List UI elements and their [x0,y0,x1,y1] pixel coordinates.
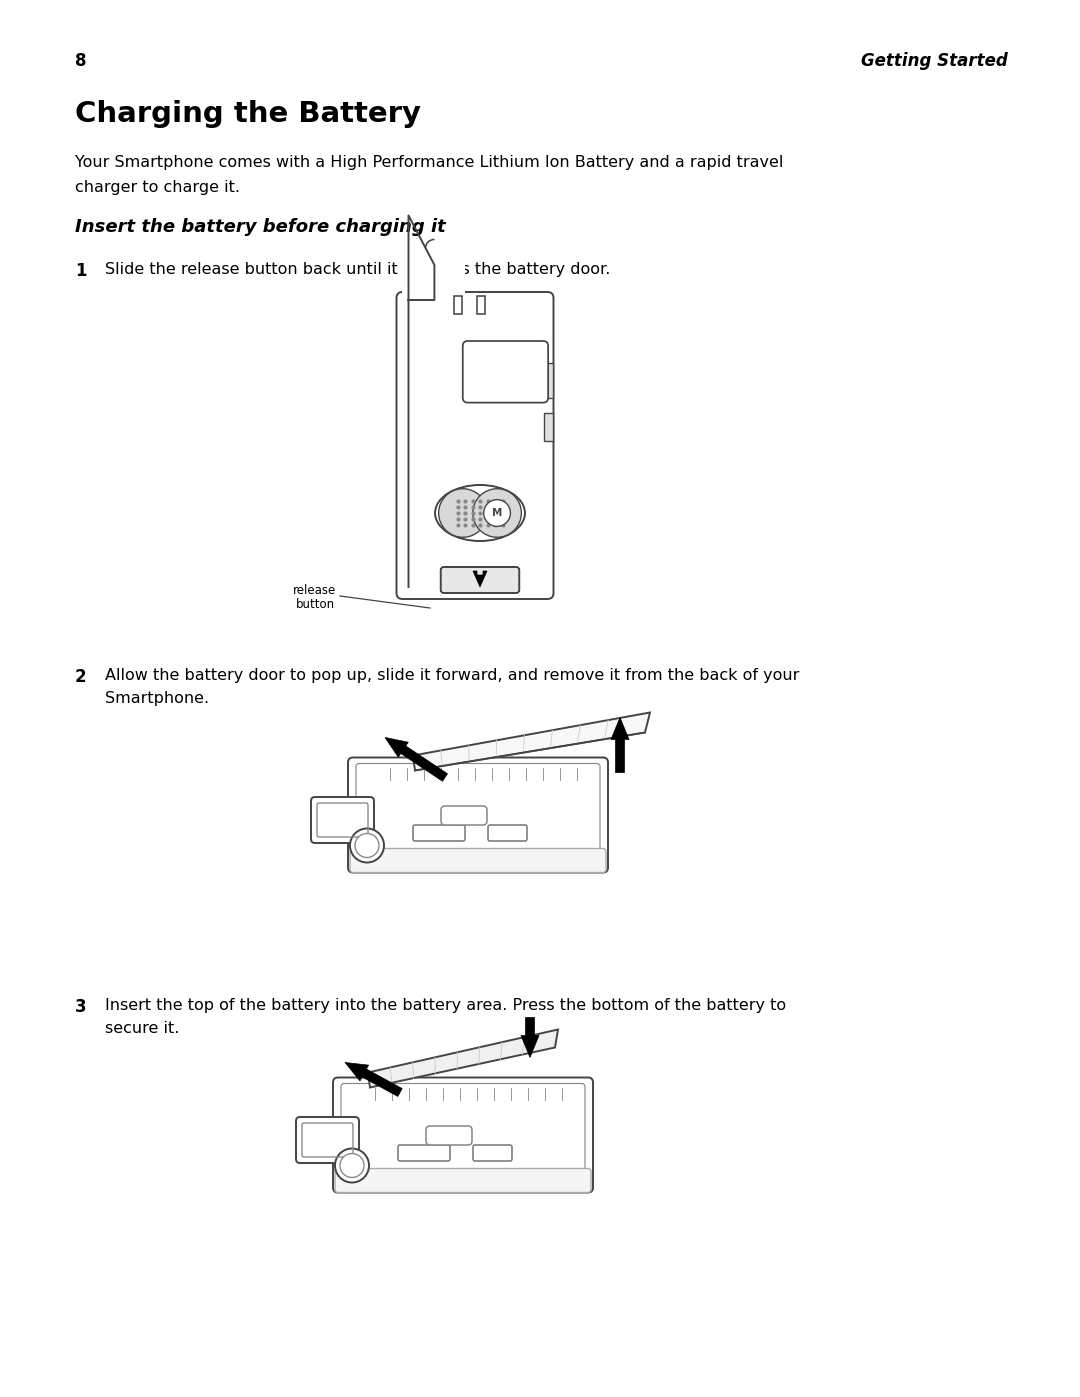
FancyBboxPatch shape [441,567,519,592]
Circle shape [340,1154,364,1178]
Text: Your Smartphone comes with a High Performance Lithium Ion Battery and a rapid tr: Your Smartphone comes with a High Perfor… [75,155,783,170]
Text: Smartphone.: Smartphone. [105,692,210,705]
Circle shape [335,1148,369,1182]
Text: 3: 3 [75,997,86,1016]
Text: Charging the Battery: Charging the Battery [75,101,421,129]
Text: release: release [294,584,337,597]
Circle shape [355,834,379,858]
FancyBboxPatch shape [473,1146,512,1161]
FancyBboxPatch shape [399,1146,450,1161]
Circle shape [484,500,511,527]
FancyBboxPatch shape [488,826,527,841]
Text: Slide the release button back until it releases the battery door.: Slide the release button back until it r… [105,263,610,277]
Polygon shape [384,738,447,781]
FancyBboxPatch shape [350,848,606,873]
Polygon shape [413,712,650,771]
FancyBboxPatch shape [396,292,554,599]
Bar [476,296,485,314]
Polygon shape [345,1063,402,1097]
Text: button: button [296,598,335,610]
FancyBboxPatch shape [426,1126,472,1146]
Text: secure it.: secure it. [105,1021,179,1037]
Circle shape [473,489,522,538]
Ellipse shape [435,485,525,541]
Circle shape [350,828,384,862]
Polygon shape [611,718,629,773]
Bar [543,414,553,441]
Polygon shape [521,1017,539,1058]
Text: Getting Started: Getting Started [861,52,1008,70]
Bar [402,253,464,303]
Text: 1: 1 [75,263,86,279]
Text: Insert the top of the battery into the battery area. Press the bottom of the bat: Insert the top of the battery into the b… [105,997,786,1013]
Text: Insert the battery before charging it: Insert the battery before charging it [75,218,446,236]
Text: M: M [491,509,502,518]
Text: 8: 8 [75,52,86,70]
Text: Allow the battery door to pop up, slide it forward, and remove it from the back : Allow the battery door to pop up, slide … [105,668,799,683]
FancyBboxPatch shape [462,341,549,402]
FancyBboxPatch shape [441,806,487,826]
Bar [454,296,461,314]
Text: 2: 2 [75,668,86,686]
FancyBboxPatch shape [348,757,608,873]
FancyBboxPatch shape [335,1168,591,1193]
FancyBboxPatch shape [333,1077,593,1193]
Bar [543,363,553,398]
Polygon shape [473,571,487,587]
FancyBboxPatch shape [413,826,465,841]
FancyBboxPatch shape [311,798,374,842]
Text: charger to charge it.: charger to charge it. [75,180,240,196]
Circle shape [438,489,487,538]
Polygon shape [368,1030,558,1087]
FancyBboxPatch shape [296,1118,359,1162]
